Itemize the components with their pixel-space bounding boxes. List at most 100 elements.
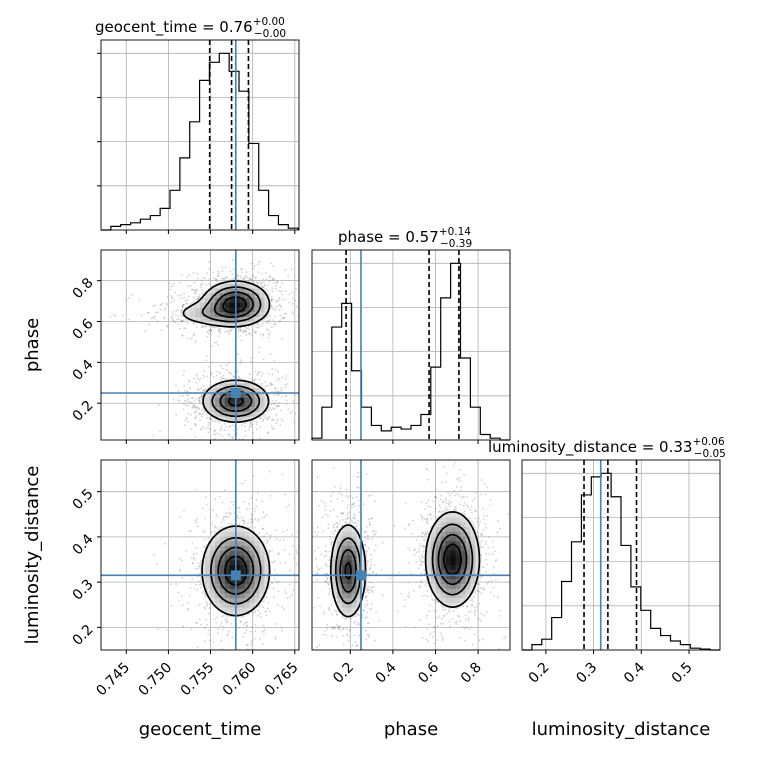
scatter-point [454,621,457,624]
scatter-point [176,318,179,321]
scatter-point [251,514,254,516]
scatter-point [346,504,349,506]
density-cell [209,550,216,556]
scatter-point [172,311,174,313]
scatter-point [478,524,481,526]
scatter-point [194,341,197,344]
scatter-point [271,561,273,564]
scatter-point [317,568,320,571]
density-cell [234,612,241,618]
panel-2d-geocent_time-phase [97,249,300,444]
scatter-point [407,547,409,550]
scatter-point [217,270,220,273]
density-cell [190,316,196,322]
scatter-point [296,305,298,308]
density-cell [244,302,250,308]
scatter-point [252,281,255,284]
scatter-point [421,561,424,563]
scatter-point [180,294,182,297]
scatter-point [418,550,421,553]
scatter-point [243,425,246,427]
density-cell [214,288,221,294]
scatter-point [418,585,421,588]
scatter-point [258,532,261,534]
scatter-point [280,409,282,412]
scatter-point [183,303,185,306]
scatter-point [192,562,194,565]
scatter-point [281,282,283,285]
scatter-point [202,590,205,593]
scatter-point [275,393,278,396]
density-cell [239,316,245,322]
scatter-point [216,616,219,619]
scatter-point [213,375,215,378]
scatter-point [291,291,294,294]
scatter-point [268,279,271,282]
scatter-point [226,618,229,621]
density-cell [254,387,260,393]
scatter-point [470,506,473,508]
scatter-point [338,628,340,630]
scatter-point [306,550,308,552]
scatter-point [217,330,220,333]
scatter-point [366,604,369,606]
scatter-point [434,510,437,513]
scatter-point [419,514,422,516]
scatter-point [433,452,435,454]
scatter-point [344,702,346,704]
scatter-point [270,307,273,310]
scatter-point [178,569,181,571]
scatter-point [421,532,424,535]
hist-title-luminosity_distance: luminosity_distance = 0.33+0.06 −0.05 [488,436,726,460]
scatter-point [250,278,252,281]
scatter-point [241,331,244,333]
density-cell [244,607,250,613]
scatter-point [207,537,210,540]
scatter-point [212,641,215,643]
scatter-point [255,326,257,328]
scatter-point [275,538,278,540]
scatter-point [347,517,349,520]
scatter-point [426,590,429,592]
scatter-point [197,407,200,409]
scatter-point [254,265,256,267]
scatter-point [435,609,438,612]
scatter-point [277,300,279,303]
scatter-point [273,277,276,280]
scatter-point [448,611,451,613]
density-cell [209,569,216,575]
density-cell [219,555,226,561]
scatter-point [350,457,352,459]
scatter-point [182,408,185,411]
scatter-point [244,621,247,624]
scatter-point [271,299,273,301]
scatter-point [243,519,245,522]
scatter-point [220,425,223,428]
density-cell [219,607,226,613]
scatter-point [183,292,186,295]
scatter-point [254,277,256,279]
scatter-point [357,613,359,616]
scatter-point [222,625,224,628]
scatter-point [431,598,433,600]
density-cell [224,402,231,408]
scatter-point [378,620,380,622]
scatter-point [429,633,432,636]
scatter-point [259,637,261,640]
scatter-point [192,334,195,337]
scatter-point [464,627,466,630]
scatter-point [270,305,273,307]
scatter-point [274,287,277,290]
scatter-point [205,355,208,358]
scatter-point [189,285,192,288]
scatter-point [189,402,192,405]
scatter-point [364,530,366,533]
scatter-point [254,510,256,513]
scatter-point [217,274,220,277]
scatter-point [351,503,353,506]
scatter-point [152,305,155,307]
scatter-point [198,618,201,620]
scatter-point [288,553,291,556]
scatter-point [338,625,341,627]
scatter-point [482,589,485,591]
